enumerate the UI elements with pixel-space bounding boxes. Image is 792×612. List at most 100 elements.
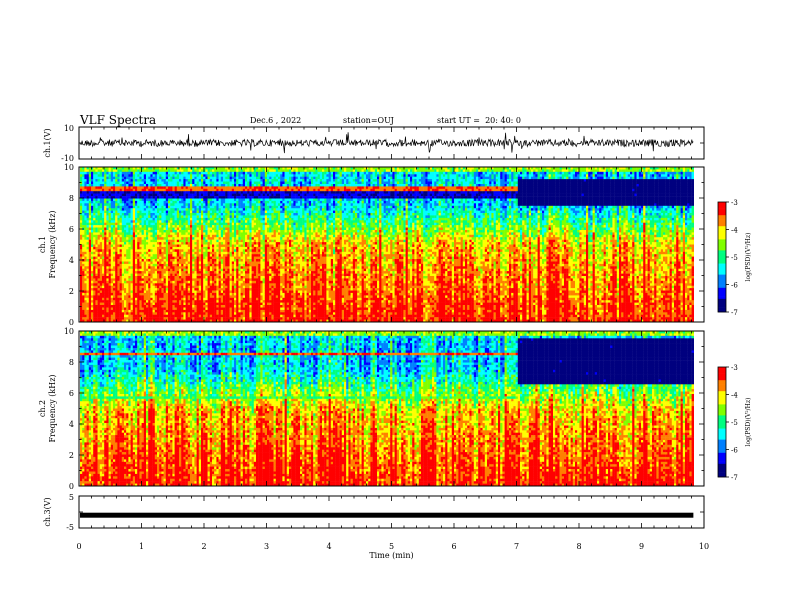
ch1-spectrogram-ytick-label: 8 xyxy=(69,194,74,203)
ch1-spectrogram-colorbar-step xyxy=(718,222,726,225)
ch2-spectrogram-colorbar-step xyxy=(718,446,726,449)
ch2-spectrogram-ytick-label: 2 xyxy=(69,451,74,460)
ch1-spectrogram-colorbar-step xyxy=(718,259,726,262)
ch1-spectrogram-colorbar-step xyxy=(718,303,726,306)
ch2-spectrogram-colorbar-step xyxy=(718,440,726,443)
ch1-spectrogram-colorbar-step xyxy=(718,215,726,218)
ch2-spectrogram-colorbar-step xyxy=(718,451,726,454)
ch2-spectrogram-colorbar-step xyxy=(718,453,726,456)
ch2-spectrogram-colorbar-step xyxy=(718,404,726,407)
ch2-spectrogram-colorbar-step xyxy=(718,466,726,469)
ch2-spectrogram-colorbar-step xyxy=(718,413,726,416)
ch1-spectrogram-colorbar-step xyxy=(718,261,726,264)
x-tick-label: 7 xyxy=(514,542,519,551)
ch2-spectrogram-colorbar-step xyxy=(718,393,726,396)
ch1-waveform-ylabel: ch.1(V) xyxy=(43,128,52,157)
ch2-spectrogram-colorbar-step xyxy=(718,387,726,390)
ch2-spectrogram-ytick-label: 6 xyxy=(69,389,74,398)
x-tick-label: 6 xyxy=(451,542,456,551)
ch1-spectrogram-colorbar-step xyxy=(718,235,726,238)
x-tick-label: 4 xyxy=(326,542,331,551)
ch1-spectrogram-colorbar-step xyxy=(718,308,726,311)
ch1-spectrogram-colorbar-step xyxy=(718,292,726,295)
ch1-spectrogram-colorbar-step xyxy=(718,277,726,280)
ch2-spectrogram-ytick-label: 4 xyxy=(69,420,74,429)
ch1-spectrogram-ylabel-line1: ch.1 xyxy=(38,236,47,253)
ch1-spectrogram-colorbar-step xyxy=(718,237,726,240)
x-tick-label: 9 xyxy=(639,542,644,551)
ch1-spectrogram-colorbar-step xyxy=(718,283,726,286)
ch1-spectrogram-colorbar-tick-label: -6 xyxy=(731,282,738,290)
ch1-spectrogram-colorbar-label: log(PSD)(V²/Hz) xyxy=(745,233,752,282)
ch1-spectrogram-colorbar-step xyxy=(718,305,726,308)
ch2-spectrogram-colorbar-step xyxy=(718,407,726,410)
ch2-spectrogram-colorbar-step xyxy=(718,470,726,473)
ch2-spectrogram-colorbar-step xyxy=(718,391,726,394)
ch1-spectrogram-colorbar-step xyxy=(718,239,726,242)
ch2-spectrogram-colorbar-step xyxy=(718,468,726,471)
ch1-spectrogram-colorbar-step xyxy=(718,220,726,223)
ch2-spectrogram-colorbar-step xyxy=(718,389,726,392)
ch2-spectrogram-colorbar-step xyxy=(718,473,726,476)
ch2-spectrogram-ytick-label: 10 xyxy=(64,327,74,336)
ch2-spectrogram-colorbar-step xyxy=(718,464,726,467)
ch2-spectrogram-colorbar-step xyxy=(718,444,726,447)
ch2-spectrogram-colorbar-step xyxy=(718,435,726,438)
ch2-spectrogram-colorbar-step xyxy=(718,433,726,436)
ch1-spectrogram-colorbar-tick-label: -7 xyxy=(731,309,738,317)
ch1-spectrogram-colorbar-step xyxy=(718,246,726,249)
ch2-spectrogram-colorbar-step xyxy=(718,462,726,465)
ch1-spectrogram-colorbar-step xyxy=(718,231,726,234)
ch3-waveform-ytick-label: -5 xyxy=(66,523,74,532)
ch1-spectrogram-colorbar-step xyxy=(718,233,726,236)
ch2-spectrogram-colorbar-step xyxy=(718,411,726,414)
ch1-spectrogram-cells xyxy=(80,167,694,322)
ch2-spectrogram-colorbar-step xyxy=(718,459,726,462)
ch1-spectrogram-colorbar-step xyxy=(718,248,726,251)
ch1-spectrogram-ytick-label: 10 xyxy=(64,163,74,172)
ch2-spectrogram-ytick-label: 0 xyxy=(69,482,74,491)
ch2-spectrogram-colorbar-step xyxy=(718,402,726,405)
ch2-spectrogram-colorbar-step xyxy=(718,382,726,385)
ch2-spectrogram-ytick-label: 8 xyxy=(69,358,74,367)
x-tick-label: 5 xyxy=(389,542,394,551)
ch1-waveform-ytick-label: 10 xyxy=(64,124,74,133)
ch2-spectrogram-colorbar-step xyxy=(718,398,726,401)
ch2-spectrogram-colorbar-step xyxy=(718,437,726,440)
ch1-spectrogram-colorbar-step xyxy=(718,250,726,253)
ch1-spectrogram-colorbar-step xyxy=(718,244,726,247)
x-tick-label: 1 xyxy=(139,542,144,551)
ch1-spectrogram-colorbar-step xyxy=(718,270,726,273)
ch1-spectrogram-colorbar-step xyxy=(718,266,726,269)
ch1-spectrogram-colorbar-step xyxy=(718,242,726,245)
ch2-spectrogram-colorbar-step xyxy=(718,448,726,451)
ch1-spectrogram-ylabel-line2: Frequency (kHz) xyxy=(48,210,57,278)
ch2-spectrogram-colorbar-step xyxy=(718,385,726,388)
ch1-spectrogram-ytick-label: 2 xyxy=(69,287,74,296)
ch2-spectrogram-colorbar-step xyxy=(718,455,726,458)
ch2-spectrogram-colorbar-step xyxy=(718,374,726,377)
ch1-spectrogram-colorbar-tick-label: -4 xyxy=(731,227,738,235)
ch2-spectrogram-colorbar-step xyxy=(718,369,726,372)
ch2-spectrogram-colorbar-tick-label: -6 xyxy=(731,447,738,455)
ch1-spectrogram-colorbar-step xyxy=(718,275,726,278)
x-tick-label: 0 xyxy=(76,542,81,551)
ch2-spectrogram-colorbar-step xyxy=(718,429,726,432)
ch1-spectrogram-colorbar-step xyxy=(718,204,726,207)
ch2-spectrogram-colorbar-step xyxy=(718,420,726,423)
ch1-spectrogram-colorbar-step xyxy=(718,211,726,214)
ch2-spectrogram-colorbar-label: log(PSD)(V²/Hz) xyxy=(745,398,752,447)
ch1-spectrogram-ytick-label: 6 xyxy=(69,225,74,234)
ch2-spectrogram-colorbar-step xyxy=(718,376,726,379)
ch2-spectrogram-colorbar-step xyxy=(718,431,726,434)
ch2-spectrogram-ylabel-line1: ch.2 xyxy=(38,400,47,417)
ch2-spectrogram-colorbar-step xyxy=(718,418,726,421)
ch2-spectrogram-colorbar-tick-label: -7 xyxy=(731,474,738,482)
ch2-spectrogram-colorbar-step xyxy=(718,424,726,427)
ch2-spectrogram-colorbar-step xyxy=(718,415,726,418)
ch3-waveform-ytick-label: 5 xyxy=(69,493,74,502)
ch1-spectrogram-colorbar-tick-label: -3 xyxy=(731,199,738,207)
ch1-spectrogram-colorbar-step xyxy=(718,209,726,212)
ch2-spectrogram-colorbar-tick-label: -5 xyxy=(731,419,738,427)
